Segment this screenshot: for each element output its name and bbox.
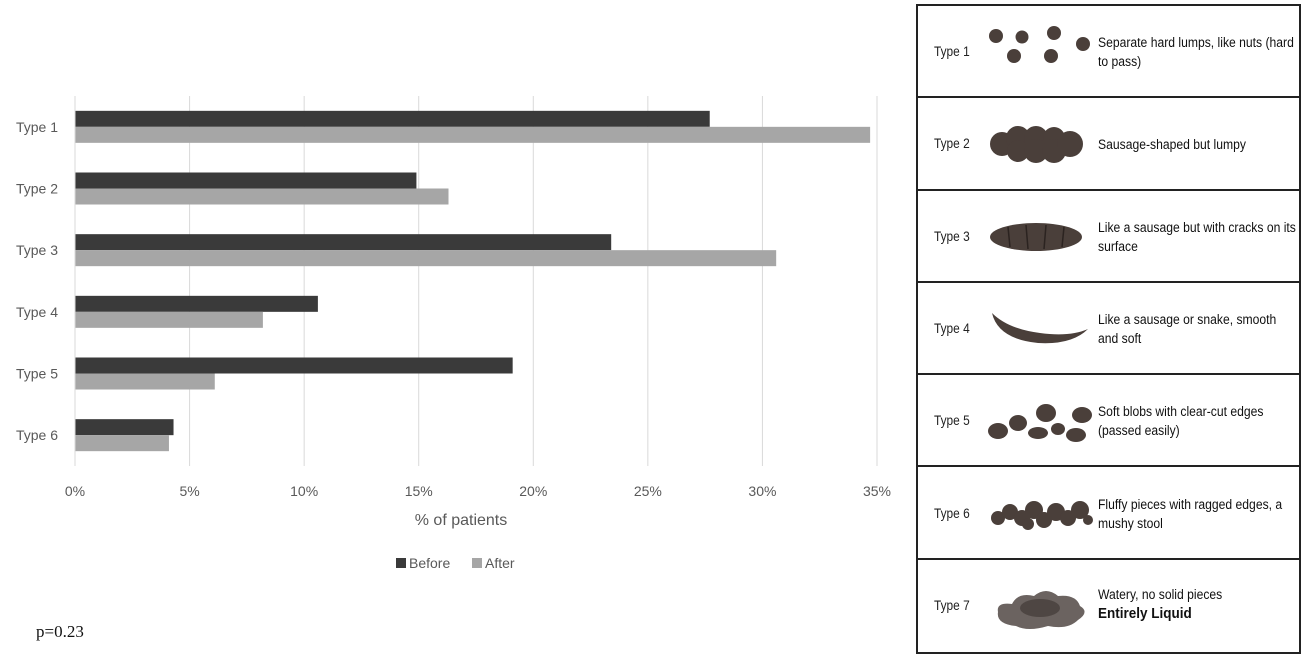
- x-tick-label: 30%: [748, 483, 776, 499]
- x-tick-label: 25%: [634, 483, 662, 499]
- bristol-row-6: Type 6 Fluffy pieces with ragged edges, …: [918, 467, 1299, 560]
- smooth-snake-icon: [988, 299, 1093, 359]
- bristol-description-text: Like a sausage but with cracks on its su…: [1098, 219, 1296, 254]
- p-value-annotation: p=0.23: [36, 622, 84, 641]
- bristol-description: Like a sausage or snake, smooth and soft: [1098, 310, 1296, 348]
- bar-after-3: [75, 250, 777, 267]
- bristol-type-label: Type 5: [934, 412, 970, 429]
- category-label: Type 3: [16, 242, 58, 258]
- x-tick-label: 35%: [863, 483, 891, 499]
- x-tick-labels: 0% 5% 10% 15% 20% 25% 30% 35%: [65, 483, 891, 499]
- bristol-description-text: Watery, no solid pieces: [1098, 586, 1223, 602]
- bristol-description-text: Like a sausage or snake, smooth and soft: [1098, 311, 1277, 346]
- bars: [75, 110, 871, 452]
- bristol-description: Soft blobs with clear-cut edges (passed …: [1098, 402, 1296, 440]
- category-label: Type 1: [16, 119, 58, 135]
- bristol-row-2: Type 2 Sausage-shaped but lumpy: [918, 98, 1299, 191]
- bristol-type-label: Type 6: [934, 504, 970, 521]
- bar-after-5: [75, 373, 215, 390]
- x-tick-label: 5%: [179, 483, 199, 499]
- bar-before-2: [75, 172, 417, 189]
- bristol-type-label: Type 7: [934, 596, 970, 613]
- bristol-description-emphasis: Entirely Liquid: [1098, 604, 1192, 622]
- legend-label-before: Before: [409, 555, 450, 571]
- legend-swatch-after: [472, 558, 482, 568]
- bristol-description: Sausage-shaped but lumpy: [1098, 135, 1296, 154]
- bristol-description-text: Sausage-shaped but lumpy: [1098, 136, 1246, 152]
- bristol-type-label: Type 1: [934, 43, 970, 60]
- x-tick-label: 0%: [65, 483, 85, 499]
- bristol-description: Watery, no solid pieces Entirely Liquid: [1098, 585, 1296, 623]
- watery-liquid-icon: [988, 576, 1093, 636]
- lumpy-sausage-icon: [988, 114, 1093, 174]
- x-tick-label: 10%: [290, 483, 318, 499]
- legend-label-after: After: [485, 555, 515, 571]
- bristol-row-7: Type 7 Watery, no solid pieces Entirely L…: [918, 560, 1299, 652]
- soft-blobs-icon: [988, 391, 1093, 451]
- bristol-description: Like a sausage but with cracks on its su…: [1098, 218, 1296, 256]
- bar-chart: Type 1 Type 2 Type 3 Type 4 Type 5 Type 6 0% 5…: [16, 96, 891, 571]
- bar-before-4: [75, 295, 318, 312]
- bristol-stool-scale-panel: Type 1 Separate hard lumps, like nuts (h…: [916, 4, 1301, 654]
- bar-after-1: [75, 126, 871, 143]
- gridlines: [189, 96, 878, 466]
- category-labels: Type 1 Type 2 Type 3 Type 4 Type 5 Type 6: [16, 119, 58, 443]
- bar-after-6: [75, 435, 169, 452]
- bar-after-4: [75, 311, 263, 328]
- category-label: Type 4: [16, 304, 58, 320]
- bar-before-3: [75, 234, 612, 251]
- bristol-description-text: Fluffy pieces with ragged edges, a mushy…: [1098, 496, 1283, 531]
- category-label: Type 5: [16, 366, 58, 382]
- bar-after-2: [75, 188, 449, 205]
- bristol-type-label: Type 2: [934, 135, 970, 152]
- bar-before-6: [75, 419, 174, 436]
- x-tick-label: 20%: [519, 483, 547, 499]
- x-axis-title: % of patients: [415, 512, 508, 529]
- category-label: Type 6: [16, 427, 58, 443]
- fluffy-pieces-icon: [988, 484, 1093, 544]
- bristol-row-5: Type 5 Soft blobs with clear-cut edges (…: [918, 375, 1299, 468]
- bristol-row-4: Type 4 Like a sausage or snake, smooth a…: [918, 283, 1299, 376]
- bar-before-1: [75, 110, 710, 127]
- bristol-description-text: Soft blobs with clear-cut edges (passed …: [1098, 404, 1264, 439]
- category-label: Type 2: [16, 181, 58, 197]
- bristol-description: Separate hard lumps, like nuts (hard to …: [1098, 33, 1296, 71]
- bristol-type-label: Type 3: [934, 227, 970, 244]
- bar-before-5: [75, 357, 513, 374]
- bristol-type-label: Type 4: [934, 319, 970, 336]
- bristol-row-1: Type 1 Separate hard lumps, like nuts (h…: [918, 6, 1299, 99]
- legend: Before After: [396, 555, 515, 571]
- hard-lumps-icon: [988, 22, 1093, 82]
- x-tick-label: 15%: [405, 483, 433, 499]
- bristol-description: Fluffy pieces with ragged edges, a mushy…: [1098, 495, 1296, 533]
- bristol-row-3: Type 3 Like a sausage but with cracks on…: [918, 191, 1299, 283]
- bristol-description-text: Separate hard lumps, like nuts (hard to …: [1098, 35, 1294, 70]
- cracked-sausage-icon: [988, 207, 1093, 267]
- legend-swatch-before: [396, 558, 406, 568]
